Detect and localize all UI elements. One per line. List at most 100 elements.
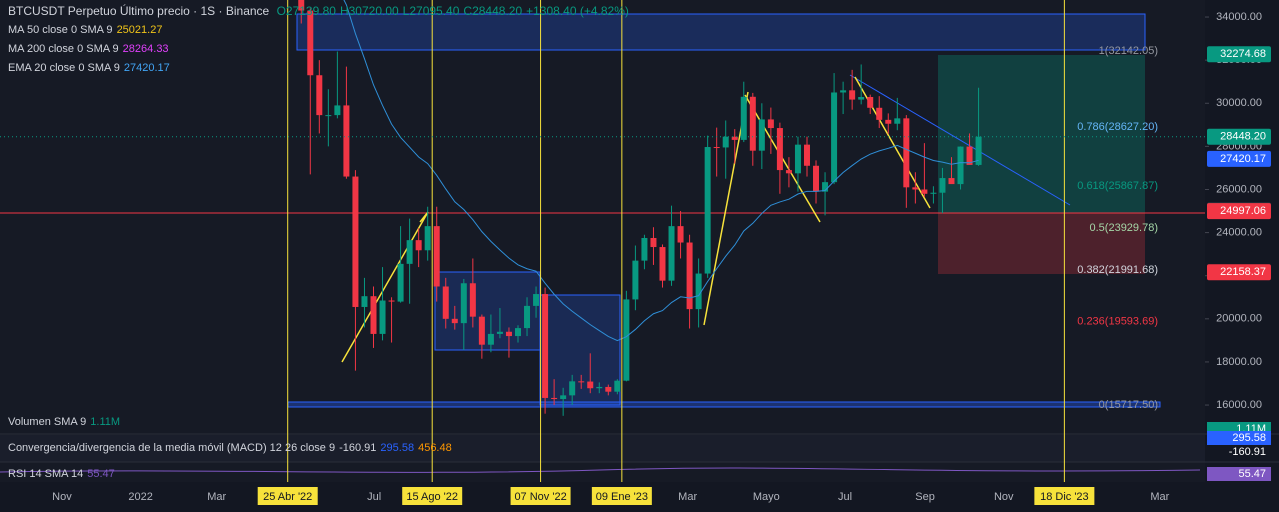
arrows — [341, 76, 931, 363]
x-tick-label: Mar — [207, 491, 226, 503]
profit-zone — [938, 55, 1145, 213]
candle-body — [514, 328, 521, 337]
price-tag-label: 24997.06 — [1220, 205, 1266, 217]
candle-body — [659, 247, 666, 281]
x-tick-label: 2022 — [128, 491, 152, 503]
candle-body — [912, 187, 919, 190]
ohlc: C28448.20 — [463, 4, 523, 18]
indicator: MA 50 close 0 SMA 9 25021.27 — [8, 24, 166, 36]
pane-tag-label: 55.47 — [1238, 468, 1266, 480]
candle-body — [641, 237, 648, 261]
y-tick-label: 18000.00 — [1216, 356, 1262, 368]
candle-body — [822, 182, 829, 192]
candle-body — [767, 119, 774, 129]
candle-body — [840, 90, 847, 93]
x-tick-label: Jul — [367, 491, 381, 503]
indicator-value: 27420.17 — [123, 62, 170, 74]
price-tag — [1207, 150, 1271, 167]
x-tick-label: 15 Ago '22 — [406, 491, 458, 503]
candle-body — [361, 296, 368, 307]
candle-body — [921, 189, 928, 194]
candle-body — [903, 118, 910, 188]
date-marker-bg — [402, 487, 463, 505]
pane-tag — [1207, 445, 1271, 459]
date-marker-bg — [591, 487, 652, 505]
macd-legend: Convergencia/divergencia de la media móv… — [8, 442, 456, 454]
candle-body — [433, 226, 440, 287]
price-tag — [1207, 203, 1271, 220]
fib-label: 0.618(25867.87) — [1077, 180, 1158, 192]
pane-tag-label: 295.58 — [1232, 432, 1266, 444]
ohlc: L27095.40 — [402, 4, 460, 18]
candle-body — [298, 0, 305, 11]
candle-body — [722, 136, 729, 148]
loss-zone — [938, 213, 1145, 274]
x-tick-label: Sep — [915, 491, 935, 503]
rsi-line — [0, 467, 1201, 473]
candle-body — [370, 296, 377, 334]
candle-body — [975, 136, 982, 165]
candle-body — [966, 146, 973, 165]
x-tick-label: 18 Dic '23 — [1040, 491, 1089, 503]
candle-body — [578, 381, 585, 383]
value: 295.58 — [380, 442, 415, 454]
x-tick-label: Nov — [994, 491, 1014, 503]
candle-body — [677, 226, 684, 243]
header: BTCUSDT Perpetuo Último precio · 1S · Bi… — [8, 4, 633, 18]
fib-label: 0.382(21991.68) — [1077, 264, 1158, 276]
x-tick-label: Mar — [678, 491, 697, 503]
candle-body — [478, 316, 485, 345]
candle-body — [957, 146, 964, 185]
symbol: BTCUSDT Perpetuo Último precio · 1S · Bi… — [8, 4, 270, 18]
candle-body — [668, 226, 675, 281]
price-tag — [1207, 46, 1271, 63]
fib-label: 0.5(23929.78) — [1090, 222, 1159, 234]
value: 456.48 — [418, 442, 452, 454]
candle-body — [505, 331, 512, 337]
candle-body — [831, 92, 838, 183]
change: +1308.40 (+4.82%) — [526, 4, 629, 18]
label: Volumen SMA 9 — [8, 416, 87, 428]
pane-tag — [1207, 467, 1271, 481]
candle-body — [894, 118, 901, 124]
candle-body — [596, 386, 603, 389]
indicator-value: 25021.27 — [116, 24, 163, 36]
fib-label: 0(15717.50) — [1099, 399, 1158, 411]
zone — [287, 401, 1161, 408]
indicator: MA 200 close 0 SMA 9 28264.33 — [8, 43, 173, 55]
candle-body — [867, 97, 874, 108]
candles — [298, 0, 982, 416]
candle-body — [930, 192, 937, 194]
price-tag-label: 27420.17 — [1220, 153, 1266, 165]
y-tick-label: 16000.00 — [1216, 399, 1262, 411]
x-tick-label: 25 Abr '22 — [263, 491, 312, 503]
candle-body — [424, 226, 431, 251]
ohlc: H30720.00 — [339, 4, 399, 18]
candle-body — [803, 144, 810, 166]
x-tick-label: 09 Ene '23 — [596, 491, 648, 503]
date-marker-bg — [510, 487, 571, 505]
macd-pane — [0, 435, 1205, 462]
x-tick-label: Mar — [1150, 491, 1169, 503]
candle-body — [325, 115, 332, 117]
price-tag-label: 22158.37 — [1220, 266, 1266, 278]
candle-body — [533, 294, 540, 306]
x-tick-label: 07 Nov '22 — [514, 491, 566, 503]
candle-body — [650, 237, 657, 248]
candle-body — [307, 10, 314, 76]
price-tag-label: 28448.20 — [1220, 131, 1266, 143]
candle-body — [948, 178, 955, 185]
candle-body — [858, 97, 865, 100]
x-tick-label: Nov — [52, 491, 72, 503]
candle-body — [939, 178, 946, 193]
zone — [434, 271, 541, 351]
candle-body — [406, 240, 413, 264]
candle-body — [524, 305, 531, 329]
fib-label: 1(32142.05) — [1099, 45, 1158, 57]
price-tag-label: 32274.68 — [1220, 48, 1266, 60]
x-tick-label: Jul — [838, 491, 852, 503]
candle-body — [605, 386, 612, 392]
candle-body — [849, 90, 856, 100]
